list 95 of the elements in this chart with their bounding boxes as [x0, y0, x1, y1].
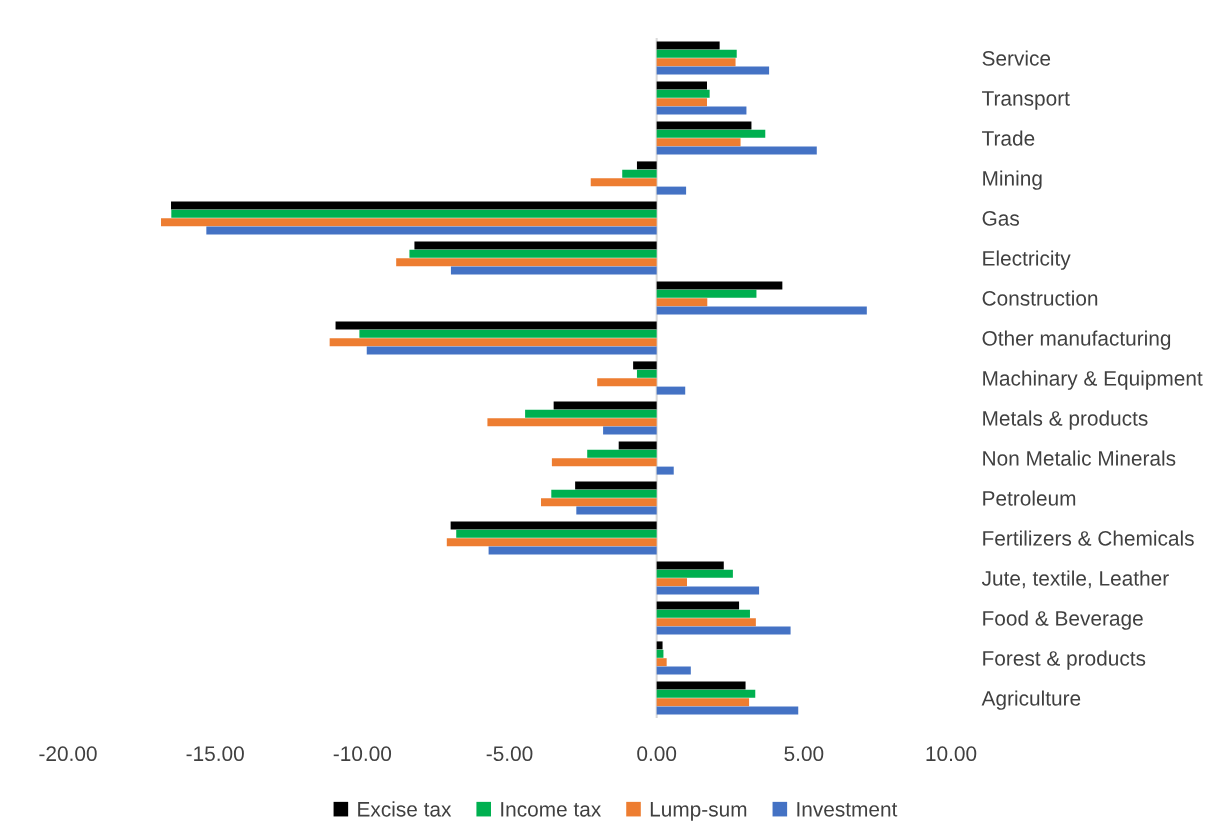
bar — [603, 426, 657, 435]
bar — [576, 506, 657, 515]
x-tick-label: 5.00 — [784, 746, 824, 762]
x-tick-label: -5.00 — [486, 746, 533, 762]
bar — [409, 249, 657, 258]
bar — [656, 138, 741, 147]
bar — [656, 386, 686, 395]
bar — [656, 601, 740, 610]
bar — [597, 378, 657, 387]
bar — [656, 698, 750, 707]
legend-label: Excise tax — [358, 801, 452, 817]
bar — [656, 41, 720, 50]
x-tick-label: 0.00 — [637, 746, 677, 762]
bar — [487, 418, 657, 427]
bar — [656, 306, 867, 315]
bar — [171, 209, 657, 218]
y-tick-label: Electricity — [983, 250, 1071, 270]
bar — [656, 298, 708, 307]
bar — [446, 538, 657, 547]
bar — [656, 129, 766, 138]
bar — [656, 586, 760, 595]
y-tick-label: Petroleum — [983, 490, 1076, 506]
bar — [590, 178, 657, 187]
x-tick-label: -15.00 — [186, 746, 244, 762]
bar — [656, 569, 733, 578]
bar — [656, 89, 710, 98]
bar — [366, 346, 657, 355]
bar — [656, 281, 783, 290]
y-tick-label: Service — [982, 50, 1051, 66]
bar — [656, 626, 791, 635]
bar — [587, 449, 657, 458]
bar — [359, 329, 657, 338]
bar — [656, 578, 687, 587]
bar — [540, 498, 657, 507]
y-tick-label: Machinary & Equipment — [983, 370, 1203, 390]
bar — [656, 98, 707, 107]
bar — [656, 66, 770, 75]
y-tick-label: Trade — [982, 130, 1035, 146]
bar — [656, 706, 799, 715]
bar — [633, 361, 657, 370]
bar — [656, 49, 737, 58]
bar — [525, 409, 657, 418]
bar — [329, 338, 657, 347]
x-tick-label: -20.00 — [39, 746, 97, 762]
bar — [656, 641, 663, 650]
bar — [656, 81, 707, 90]
bar — [161, 218, 657, 227]
bar — [656, 186, 687, 195]
legend-label: Income tax — [501, 802, 602, 817]
y-tick-label: Transport — [982, 91, 1070, 110]
bar — [656, 58, 736, 67]
bar — [656, 289, 757, 298]
y-tick-label: Jute, textile, Leather — [981, 570, 1169, 589]
y-tick-label: Forest & products — [983, 650, 1146, 670]
bar — [450, 521, 657, 530]
y-tick-label: Other manufacturing — [982, 330, 1171, 350]
bar — [335, 321, 657, 330]
y-tick-label: Food & Beverage — [983, 610, 1143, 630]
y-tick-label: Construction — [982, 290, 1098, 306]
x-tick-label: -10.00 — [333, 746, 392, 762]
bar — [551, 489, 657, 498]
bar — [488, 546, 657, 555]
legend-label: Investment — [797, 802, 898, 817]
bar — [656, 681, 746, 690]
bar — [575, 481, 657, 490]
bar — [656, 658, 667, 667]
bar — [206, 226, 657, 235]
y-tick-label: Agriculture — [981, 690, 1081, 710]
y-tick-label: Mining — [983, 170, 1042, 190]
legend-label: Lump-sum — [650, 802, 747, 821]
bar — [656, 689, 756, 698]
bar — [656, 618, 756, 627]
bar — [656, 466, 674, 475]
bar — [636, 161, 657, 170]
bar — [456, 529, 657, 538]
bar — [553, 401, 657, 410]
bar — [618, 441, 657, 450]
y-tick-label: Metals & products — [983, 410, 1148, 430]
bar — [171, 201, 657, 210]
bar — [551, 458, 657, 467]
y-tick-label: Gas — [982, 211, 1020, 226]
bar — [656, 561, 724, 570]
bar — [414, 241, 657, 250]
bar — [656, 146, 817, 155]
x-tick-label: 10.00 — [926, 746, 977, 762]
bar — [636, 369, 657, 378]
bar — [656, 121, 752, 130]
y-tick-label: Fertilizers & Chemicals — [983, 530, 1194, 546]
bar — [622, 169, 657, 178]
bar — [656, 666, 691, 675]
bar — [656, 609, 750, 618]
bar — [656, 106, 747, 115]
y-tick-label: Non Metalic Minerals — [983, 450, 1176, 466]
bar — [450, 266, 657, 275]
bar — [396, 258, 657, 267]
